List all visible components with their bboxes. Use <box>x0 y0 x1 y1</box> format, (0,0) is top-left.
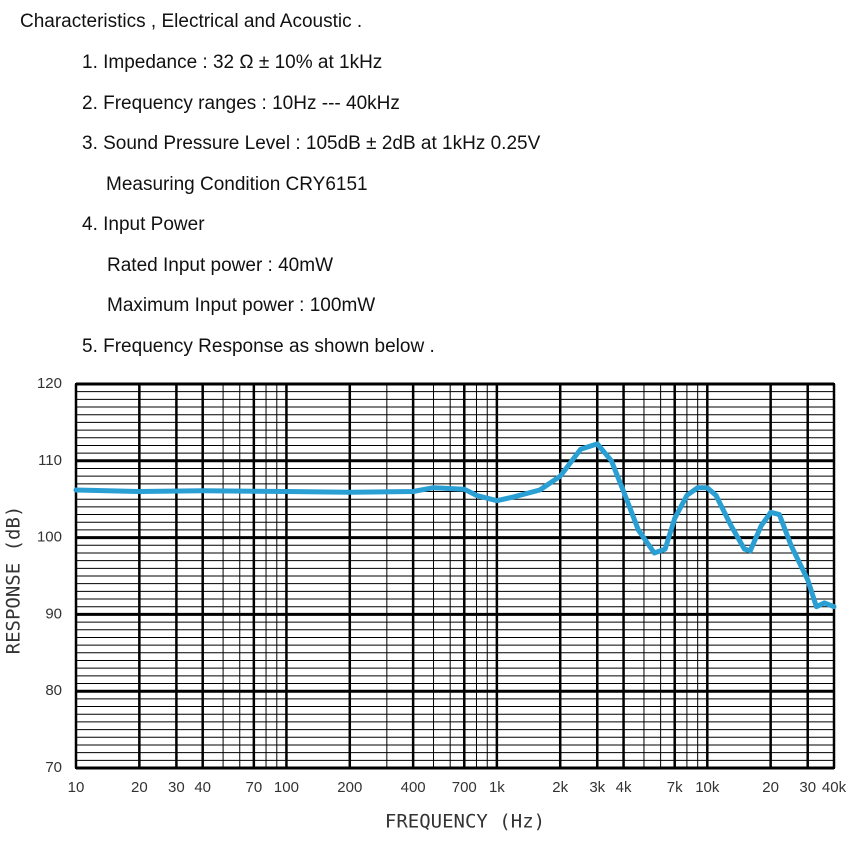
y-axis-label: RESPONSE (dB) <box>3 506 25 655</box>
y-tick-label: 70 <box>45 759 62 776</box>
y-tick-label: 80 <box>45 682 62 699</box>
item: 3. Sound Pressure Level : 105dB ± 2dB at… <box>82 133 541 154</box>
y-tick-label: 100 <box>37 529 62 546</box>
y-tick-label: 90 <box>45 605 62 622</box>
item: Measuring Condition CRY6151 <box>106 174 368 195</box>
item: 4. Input Power <box>82 214 205 235</box>
item: 5. Frequency Response as shown below . <box>82 336 435 357</box>
x-tick-label: 4k <box>616 779 632 796</box>
x-tick-label: 20 <box>762 779 779 796</box>
item: Maximum Input power : 100mW <box>107 295 375 316</box>
x-tick-label: 40 <box>194 779 211 796</box>
x-tick-label: 1k <box>489 779 505 796</box>
heading: Characteristics , Electrical and Acousti… <box>20 11 362 32</box>
y-tick-label: 120 <box>37 375 62 392</box>
x-tick-label: 30 <box>168 779 185 796</box>
item: 2. Frequency ranges : 10Hz --- 40kHz <box>82 93 400 114</box>
item: Rated Input power : 40mW <box>107 255 333 276</box>
x-tick-label: 10k <box>695 779 720 796</box>
x-tick-label: 3k <box>589 779 605 796</box>
x-tick-label: 7k <box>667 779 683 796</box>
response-curve <box>73 441 837 610</box>
x-tick-label: 10 <box>68 779 85 796</box>
x-axis-label: FREQUENCY (Hz) <box>385 811 545 833</box>
y-tick-label: 110 <box>38 452 62 469</box>
item: 1. Impedance : 32 Ω ± 10% at 1kHz <box>82 52 382 73</box>
x-tick-label: 30 <box>799 779 816 796</box>
x-tick-label: 400 <box>401 779 426 796</box>
x-tick-label: 700 <box>452 779 477 796</box>
x-tick-label: 200 <box>337 779 362 796</box>
x-tick-label: 70 <box>245 779 262 796</box>
x-tick-label: 100 <box>274 779 299 796</box>
plot-frame <box>75 383 835 769</box>
x-tick-label: 20 <box>131 779 148 796</box>
x-tick-label: 40k <box>822 779 847 796</box>
x-tick-label: 2k <box>552 779 568 796</box>
